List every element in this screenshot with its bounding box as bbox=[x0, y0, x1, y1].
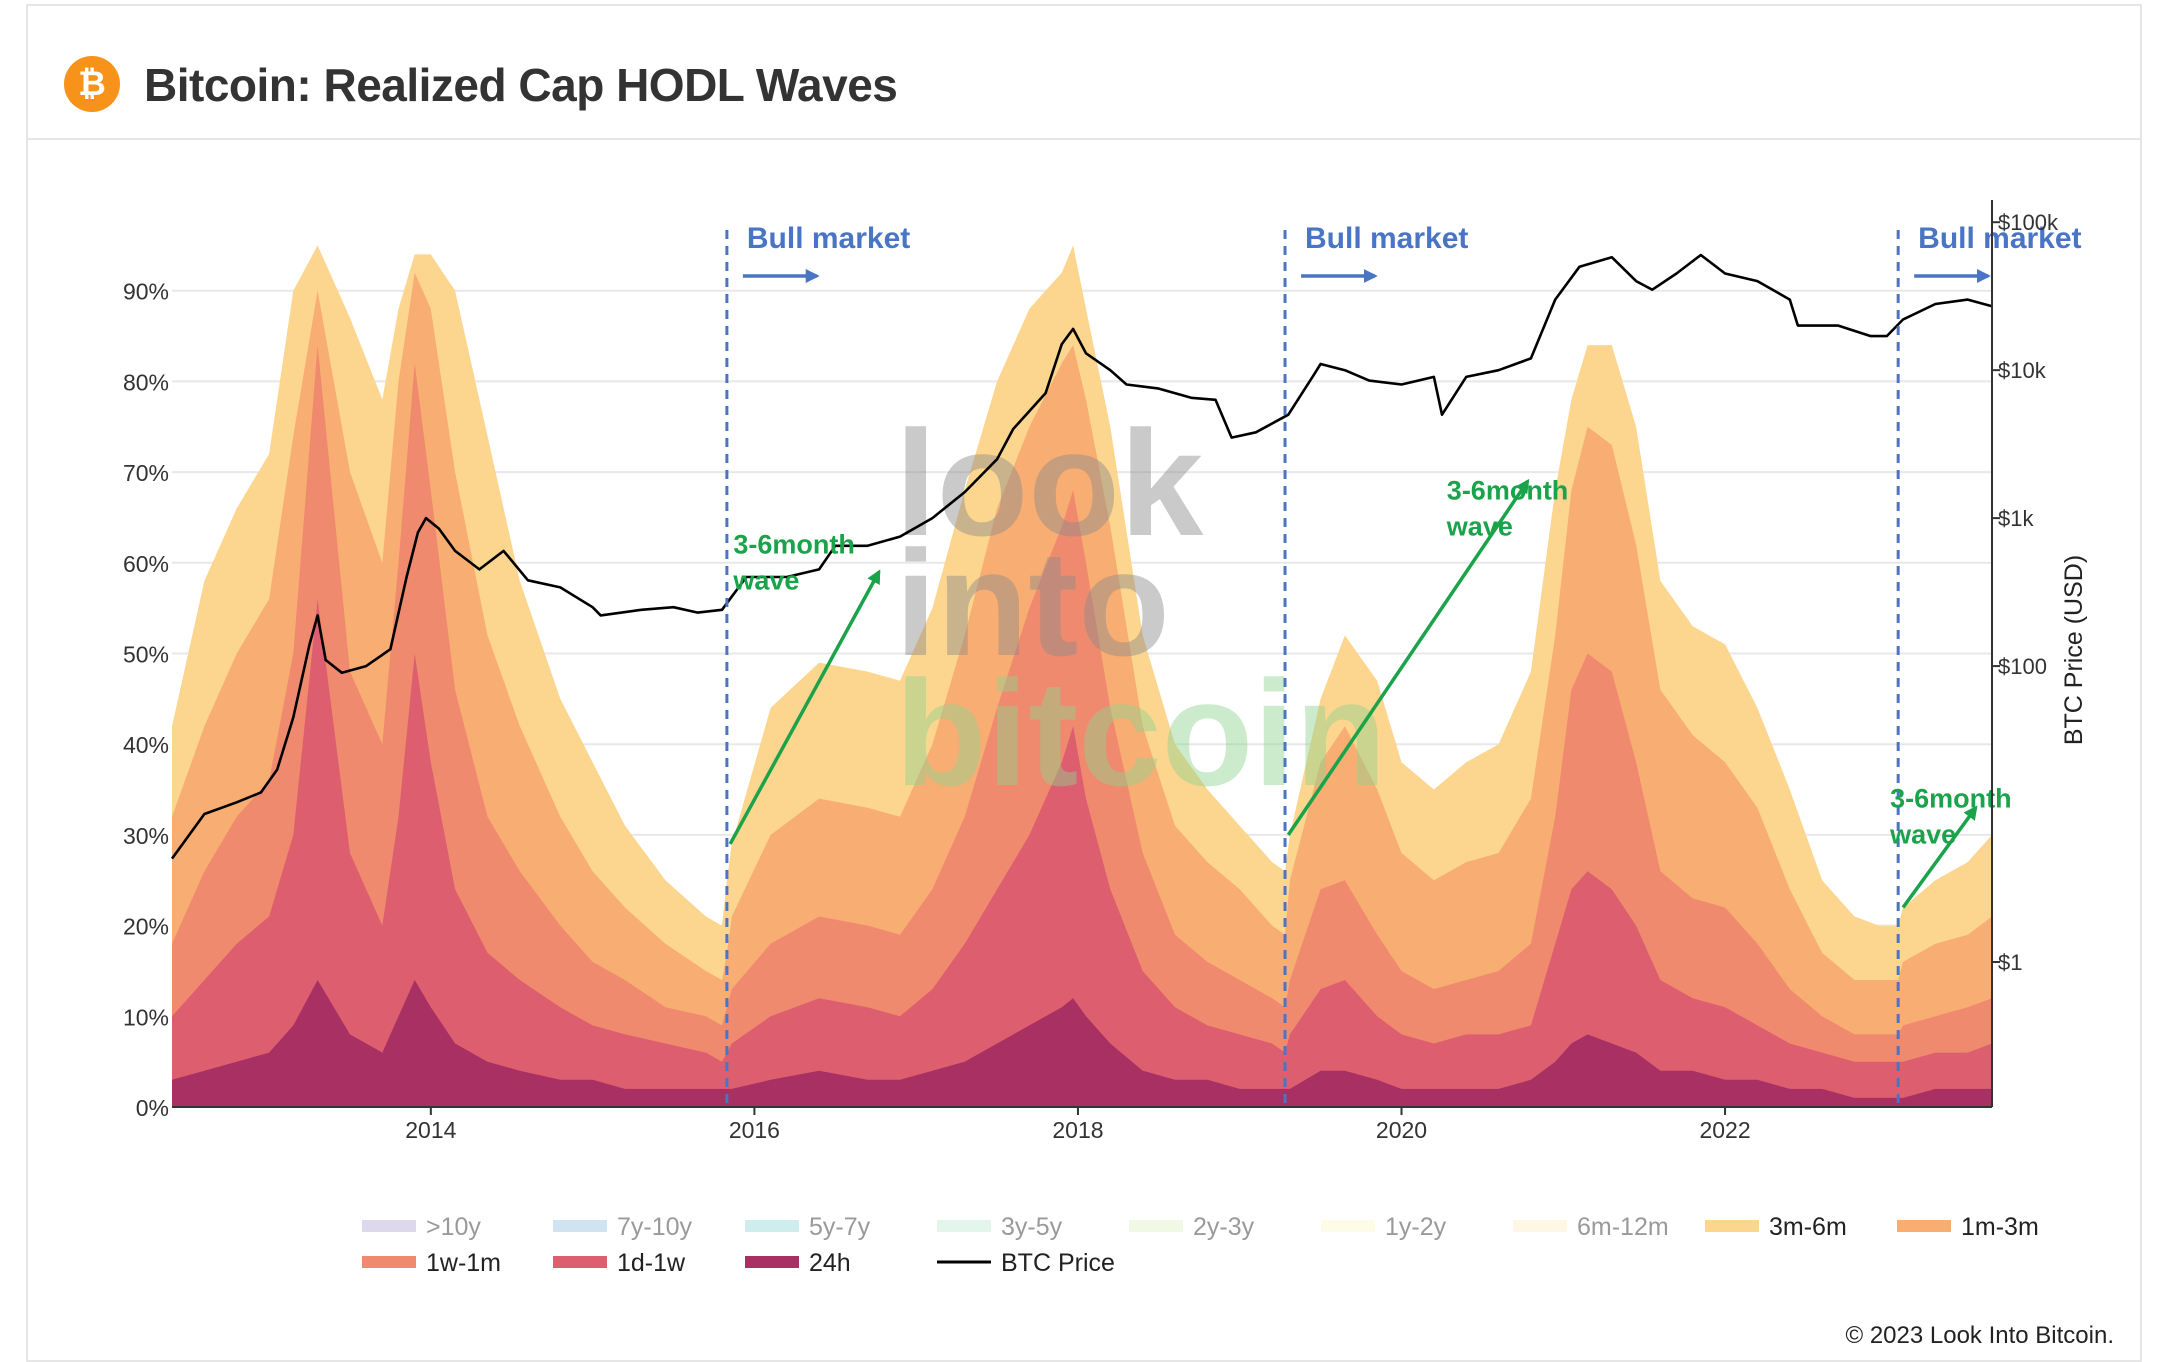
y-tick-label: 30% bbox=[123, 823, 169, 849]
y-tick-label: 50% bbox=[123, 642, 169, 668]
wave-label: 3-6month bbox=[733, 530, 855, 560]
legend-label: 5y-7y bbox=[809, 1213, 871, 1241]
copyright: © 2023 Look Into Bitcoin. bbox=[1845, 1322, 2114, 1349]
legend-label: 1m-3m bbox=[1961, 1213, 2039, 1241]
watermark: look into bitcoin bbox=[895, 399, 1387, 817]
y2-axis-title: BTC Price (USD) bbox=[2060, 555, 2088, 745]
legend-swatch bbox=[362, 1220, 416, 1232]
legend-label: 1d-1w bbox=[617, 1249, 686, 1277]
legend-swatch bbox=[1897, 1220, 1951, 1232]
btc-price-line bbox=[170, 253, 1993, 860]
legend-item[interactable]: >10y bbox=[362, 1213, 481, 1241]
legend-item[interactable]: 6m-12m bbox=[1513, 1213, 1669, 1241]
legend-item[interactable]: 7y-10y bbox=[553, 1213, 693, 1241]
series-area-h24 bbox=[172, 980, 1992, 1107]
legend-label: 1w-1m bbox=[426, 1249, 501, 1277]
legend-swatch bbox=[553, 1256, 607, 1268]
y-tick-label: 20% bbox=[123, 914, 169, 940]
legend-swatch bbox=[745, 1220, 799, 1232]
bull-market-label: Bull market bbox=[1918, 222, 2081, 255]
bull-market-label: Bull market bbox=[1305, 222, 1468, 255]
legend-label: 2y-3y bbox=[1193, 1213, 1255, 1241]
x-tick-label: 2014 bbox=[405, 1117, 456, 1143]
legend-label: 6m-12m bbox=[1577, 1213, 1669, 1241]
bitcoin-logo-icon: ₿ bbox=[64, 56, 120, 112]
watermark-into: into bbox=[895, 519, 1170, 687]
watermark-look: look bbox=[895, 399, 1204, 567]
legend-item[interactable]: 3m-6m bbox=[1705, 1213, 1847, 1241]
legend-swatch bbox=[1129, 1220, 1183, 1232]
btc-price-path bbox=[170, 253, 1993, 860]
legend-item[interactable]: 2y-3y bbox=[1129, 1213, 1255, 1241]
page-title: Bitcoin: Realized Cap HODL Waves bbox=[144, 59, 898, 111]
wave-arrow bbox=[1286, 478, 1530, 836]
legend-item[interactable]: 24h bbox=[745, 1249, 851, 1277]
wave-arrow bbox=[1901, 805, 1978, 909]
axes: 0% 10% 20% 30% 40% 50% 60% 70% 80% 90% 2014 2016 201… bbox=[123, 200, 2088, 1143]
legend-label: 3m-6m bbox=[1769, 1213, 1847, 1241]
y2-tick-label: $10k bbox=[1998, 358, 2047, 383]
x-tick-label: 2022 bbox=[1699, 1117, 1750, 1143]
legend-item[interactable]: 1y-2y bbox=[1321, 1213, 1447, 1241]
series-area-d1_1w bbox=[172, 599, 1992, 1107]
legend-label: 3y-5y bbox=[1001, 1213, 1063, 1241]
wave-label: 3-6month bbox=[1447, 475, 1569, 505]
x-tick-label: 2018 bbox=[1052, 1117, 1103, 1143]
legend-label: >10y bbox=[426, 1213, 481, 1241]
wave-arrow bbox=[728, 569, 881, 845]
y-tick-label: 0% bbox=[136, 1095, 169, 1121]
y-tick-label: 90% bbox=[123, 279, 169, 305]
y-tick-label: 10% bbox=[123, 1004, 169, 1030]
legend-item[interactable]: 1d-1w bbox=[553, 1249, 686, 1277]
wave-label: wave bbox=[1446, 511, 1513, 541]
series-area-w1_1m bbox=[172, 345, 1992, 1108]
legend-item[interactable]: 5y-7y bbox=[745, 1213, 871, 1241]
legend-swatch bbox=[1705, 1220, 1759, 1232]
wave-label: wave bbox=[1889, 820, 1956, 850]
y-tick-label: 40% bbox=[123, 732, 169, 758]
legend-item[interactable]: BTC Price bbox=[937, 1249, 1115, 1277]
y2-tick-label: $1 bbox=[1998, 950, 2022, 975]
legend-swatch bbox=[553, 1220, 607, 1232]
legend-swatch bbox=[362, 1256, 416, 1268]
annotations: Bull market Bull market Bull market 3-6mont… bbox=[725, 222, 2082, 1107]
legend-swatch bbox=[745, 1256, 799, 1268]
legend-label: 1y-2y bbox=[1385, 1213, 1447, 1241]
x-tick-label: 2016 bbox=[729, 1117, 780, 1143]
legend-item[interactable]: 3y-5y bbox=[937, 1213, 1063, 1241]
legend-item[interactable]: 1w-1m bbox=[362, 1249, 501, 1277]
area-series bbox=[172, 245, 1992, 1108]
legend-swatch bbox=[1513, 1220, 1567, 1232]
y2-tick-label: $1k bbox=[1998, 506, 2034, 531]
legend-swatch bbox=[1321, 1220, 1375, 1232]
legend-swatch bbox=[937, 1220, 991, 1232]
y-tick-label: 70% bbox=[123, 460, 169, 486]
wave-label: wave bbox=[732, 566, 799, 596]
y2-tick-label: $100k bbox=[1998, 210, 2059, 235]
y-tick-label: 80% bbox=[123, 369, 169, 395]
legend-label: 7y-10y bbox=[617, 1213, 693, 1241]
legend-label: BTC Price bbox=[1001, 1249, 1115, 1277]
wave-label: 3-6month bbox=[1890, 784, 2012, 814]
header: ₿ Bitcoin: Realized Cap HODL Waves bbox=[28, 6, 2140, 140]
legend-item[interactable]: 1m-3m bbox=[1897, 1213, 2039, 1241]
watermark-bitcoin: bitcoin bbox=[895, 649, 1387, 817]
legend: >10y 7y-10y 5y-7y 3y-5y 2y-3y 1y-2y 6m-12m 3m-6… bbox=[362, 1213, 2039, 1277]
legend-label: 24h bbox=[809, 1249, 851, 1277]
x-tick-label: 2020 bbox=[1376, 1117, 1427, 1143]
y-tick-label: 60% bbox=[123, 551, 169, 577]
bull-market-label: Bull market bbox=[747, 222, 910, 255]
y2-tick-label: $100 bbox=[1998, 654, 2047, 679]
